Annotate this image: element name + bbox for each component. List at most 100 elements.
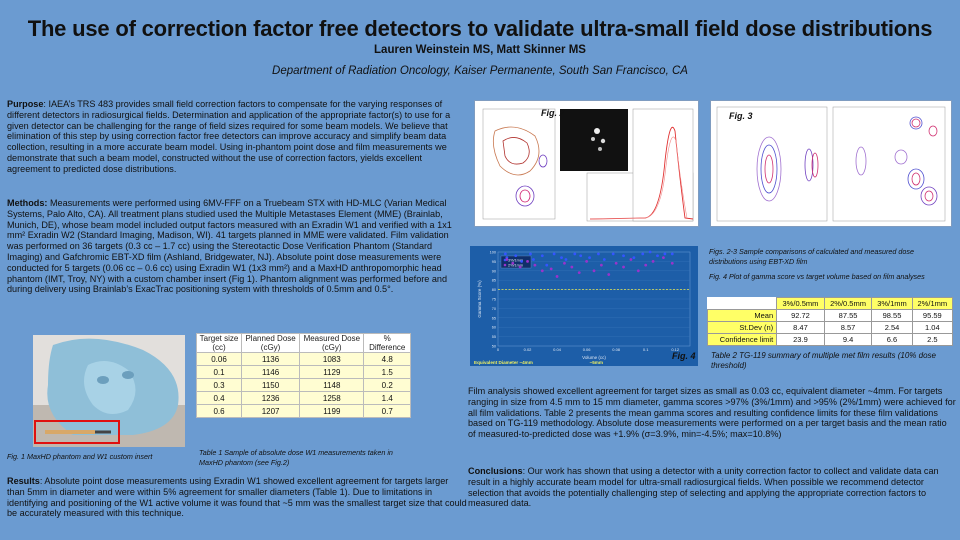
- fig1-photo: [33, 335, 185, 447]
- data-point: [570, 265, 574, 269]
- table-cell: 1207: [241, 404, 301, 418]
- table1-header: Planned Dose (cGy): [241, 333, 301, 353]
- methods-text: Measurements were performed using 6MV-FF…: [7, 198, 452, 295]
- table-cell: 92.72: [776, 309, 825, 322]
- table-row: Mean 92.72 87.55 98.55 95.59: [706, 309, 954, 322]
- table-cell: 23.9: [776, 333, 825, 346]
- data-point: [552, 252, 556, 256]
- table-cell: 0.6: [195, 404, 243, 418]
- y-tick-label: 65: [492, 316, 496, 320]
- conclusions-heading: Conclusions: [468, 466, 523, 476]
- table-cell: 95.59: [911, 309, 954, 322]
- legend-marker: [503, 263, 507, 267]
- data-point: [641, 252, 645, 256]
- figs23-caption: Figs. 2-3 Sample comparisons of calculat…: [709, 247, 914, 266]
- film-analysis-section: Film analysis showed excellent agreement…: [468, 386, 956, 440]
- table2-caption: Table 2 TG-119 summary of multiple met f…: [711, 351, 936, 370]
- table-cell: 1.5: [363, 365, 411, 379]
- fig4-panel: 100 95 90 85 80 75 70 65 60 55 50 0 0.02 0.04 0.06 0.08…: [470, 246, 698, 366]
- purpose-section: Purpose: IAEA’s TRS 483 provides small f…: [7, 99, 462, 175]
- data-point: [648, 250, 652, 254]
- conclusions-text: : Our work has shown that using a detect…: [468, 466, 939, 509]
- table2-header: 2%/1mm: [911, 297, 954, 310]
- data-point: [511, 261, 515, 265]
- table2: 3%/0.5mm 2%/0.5mm 3%/1mm 2%/1mm Mean 92.…: [706, 297, 954, 346]
- table-cell: 0.1: [195, 365, 243, 379]
- y-tick-label: 85: [492, 279, 496, 283]
- x-tick-label: 0: [497, 347, 500, 352]
- y-tick-label: 90: [492, 269, 496, 273]
- table2-row-label: St.Dev (n): [706, 321, 778, 334]
- fig3-panel: Fig. 3: [710, 100, 952, 227]
- table-cell: 1150: [241, 378, 301, 392]
- data-point: [564, 258, 568, 261]
- data-point: [579, 254, 583, 258]
- legend-entry: 2%/1mm: [508, 264, 523, 268]
- table-cell: 98.55: [871, 309, 913, 322]
- table-cell: 0.06: [195, 352, 243, 366]
- x-tick-label: 0.02: [524, 347, 533, 352]
- table2-row-label: Mean: [706, 309, 778, 322]
- x-tick-label: 0.08: [612, 347, 621, 352]
- data-point: [644, 263, 648, 267]
- table-cell: 1.04: [911, 321, 954, 334]
- fig2-panel: Fig. 2: [474, 100, 699, 227]
- table-cell: 4.8: [363, 352, 411, 366]
- affiliation: Department of Radiation Oncology, Kaiser…: [272, 65, 688, 77]
- film-analysis-text: Film analysis showed excellent agreement…: [468, 386, 956, 440]
- table-cell: 8.57: [823, 321, 873, 334]
- data-point: [651, 260, 655, 263]
- table1-header: % Difference: [363, 333, 411, 353]
- table-cell: 1148: [299, 378, 365, 392]
- data-point: [670, 252, 674, 256]
- data-point: [526, 260, 529, 263]
- table-cell: 6.6: [871, 333, 913, 346]
- purpose-heading: Purpose: [7, 99, 44, 109]
- table1: Target size (cc) Planned Dose (cGy) Meas…: [195, 333, 411, 418]
- y-tick-label: 80: [492, 288, 496, 292]
- table-cell: 2.5: [911, 333, 954, 346]
- data-point: [540, 254, 544, 258]
- diameter-5mm-annotation: ~5mm: [590, 360, 603, 365]
- table2-header: 3%/1mm: [871, 297, 913, 310]
- data-point: [540, 269, 544, 273]
- data-point: [573, 252, 577, 256]
- table-row: Confidence limit 23.9 9.4 6.6 2.5: [706, 333, 954, 346]
- data-point: [520, 260, 524, 263]
- table-cell: 1236: [241, 391, 301, 405]
- data-point: [636, 269, 640, 273]
- table2-wrap: 3%/0.5mm 2%/0.5mm 3%/1mm 2%/1mm Mean 92.…: [706, 297, 954, 346]
- x-tick-label: 0.06: [583, 347, 592, 352]
- data-point: [505, 258, 509, 261]
- data-point: [588, 256, 591, 260]
- results-section: Results: Absolute point dose measurement…: [7, 476, 467, 519]
- fig4-label: Fig. 4: [672, 351, 696, 361]
- table2-header: 2%/0.5mm: [823, 297, 873, 310]
- data-point: [656, 254, 659, 258]
- table-cell: 87.55: [823, 309, 873, 322]
- data-point: [560, 256, 563, 260]
- fig4-caption: Fig. 4 Plot of gamma score vs target vol…: [709, 272, 925, 281]
- data-point: [518, 265, 522, 269]
- y-tick-label: 55: [492, 335, 496, 339]
- data-point: [599, 263, 603, 267]
- methods-section: Methods: Measurements were performed usi…: [7, 198, 465, 295]
- data-point: [632, 256, 636, 260]
- data-point: [607, 273, 611, 276]
- table-cell: 1.4: [363, 391, 411, 405]
- x-axis-label: Volume (cc): [582, 355, 606, 360]
- data-point: [549, 267, 553, 271]
- data-point: [662, 256, 665, 260]
- table-cell: 1199: [299, 404, 365, 418]
- table-row: 0.1 1146 1129 1.5: [195, 365, 411, 379]
- y-tick-label: 75: [492, 298, 496, 302]
- data-point: [670, 261, 674, 265]
- x-tick-label: 0.1: [643, 347, 649, 352]
- fig3-label: Fig. 3: [729, 111, 753, 121]
- fig4-chart: 100 95 90 85 80 75 70 65 60 55 500 0.02 0.04 0.06 0.08…: [474, 250, 691, 365]
- x-tick-label: 0.12: [671, 347, 680, 352]
- y-tick-label: 95: [492, 260, 496, 264]
- data-point: [592, 269, 596, 273]
- data-point: [514, 254, 518, 258]
- table-row: 0.3 1150 1148 0.2: [195, 378, 411, 392]
